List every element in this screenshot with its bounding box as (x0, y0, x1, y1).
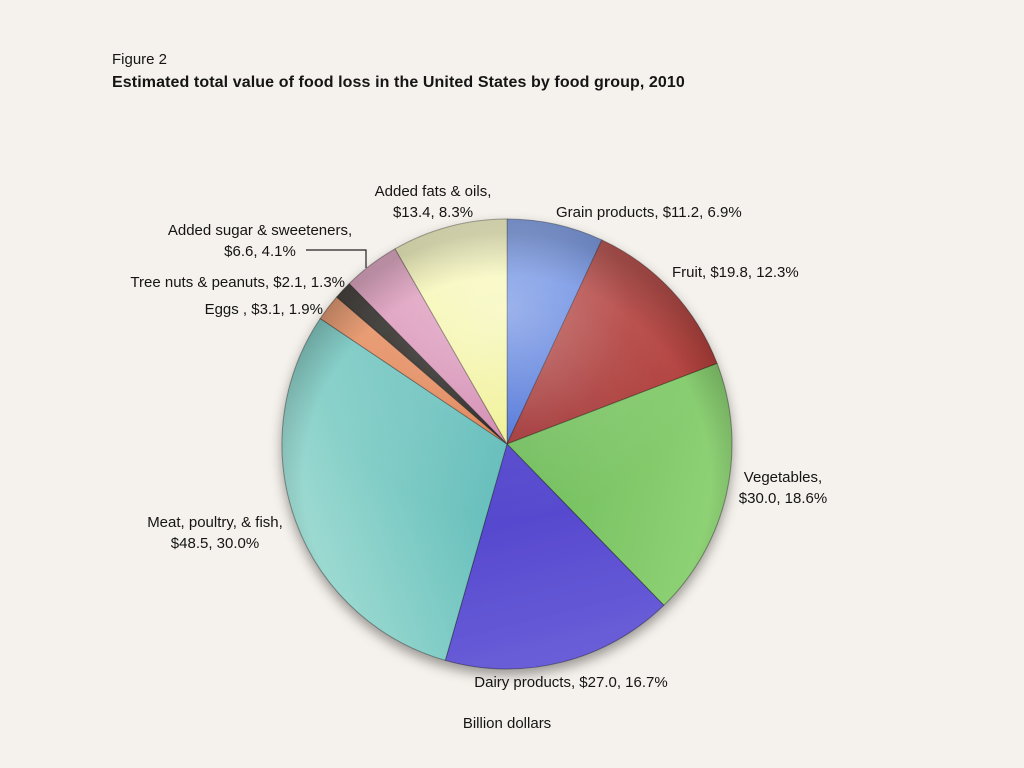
label-tree-nuts-peanuts: Tree nuts & peanuts, $2.1, 1.3% (130, 274, 345, 291)
label-line: $13.4, 8.3% (392, 204, 474, 221)
label-line: Meat, poultry, & fish, (147, 514, 283, 531)
label-line: $6.6, 4.1% (224, 243, 296, 260)
chart-title: Estimated total value of food loss in th… (112, 74, 685, 91)
label-line: $30.0, 18.6% (738, 490, 828, 507)
label-line: Vegetables, (743, 469, 823, 486)
label-vegetables: Vegetables, $30.0, 18.6% (721, 467, 845, 509)
label-line: $48.5, 30.0% (170, 535, 260, 552)
label-added-sugar-sweeteners: Added sugar & sweeteners, $6.6, 4.1% (130, 220, 390, 262)
pie-gloss-overlay (282, 219, 732, 669)
label-added-fats-oils: Added fats & oils, $13.4, 8.3% (323, 181, 543, 223)
unit-caption: Billion dollars (462, 715, 552, 732)
label-meat-poultry-fish: Meat, poultry, & fish, $48.5, 30.0% (105, 512, 325, 554)
label-grain-products: Grain products, $11.2, 6.9% (556, 204, 742, 221)
label-eggs: Eggs , $3.1, 1.9% (204, 301, 323, 318)
sugar-leader-line (306, 249, 367, 268)
label-line: Added fats & oils, (374, 183, 492, 200)
figure-number: Figure 2 (112, 51, 168, 68)
label-dairy-products: Dairy products, $27.0, 16.7% (474, 674, 668, 691)
label-line: Added sugar & sweeteners, (167, 222, 353, 239)
label-fruit: Fruit, $19.8, 12.3% (672, 264, 799, 281)
